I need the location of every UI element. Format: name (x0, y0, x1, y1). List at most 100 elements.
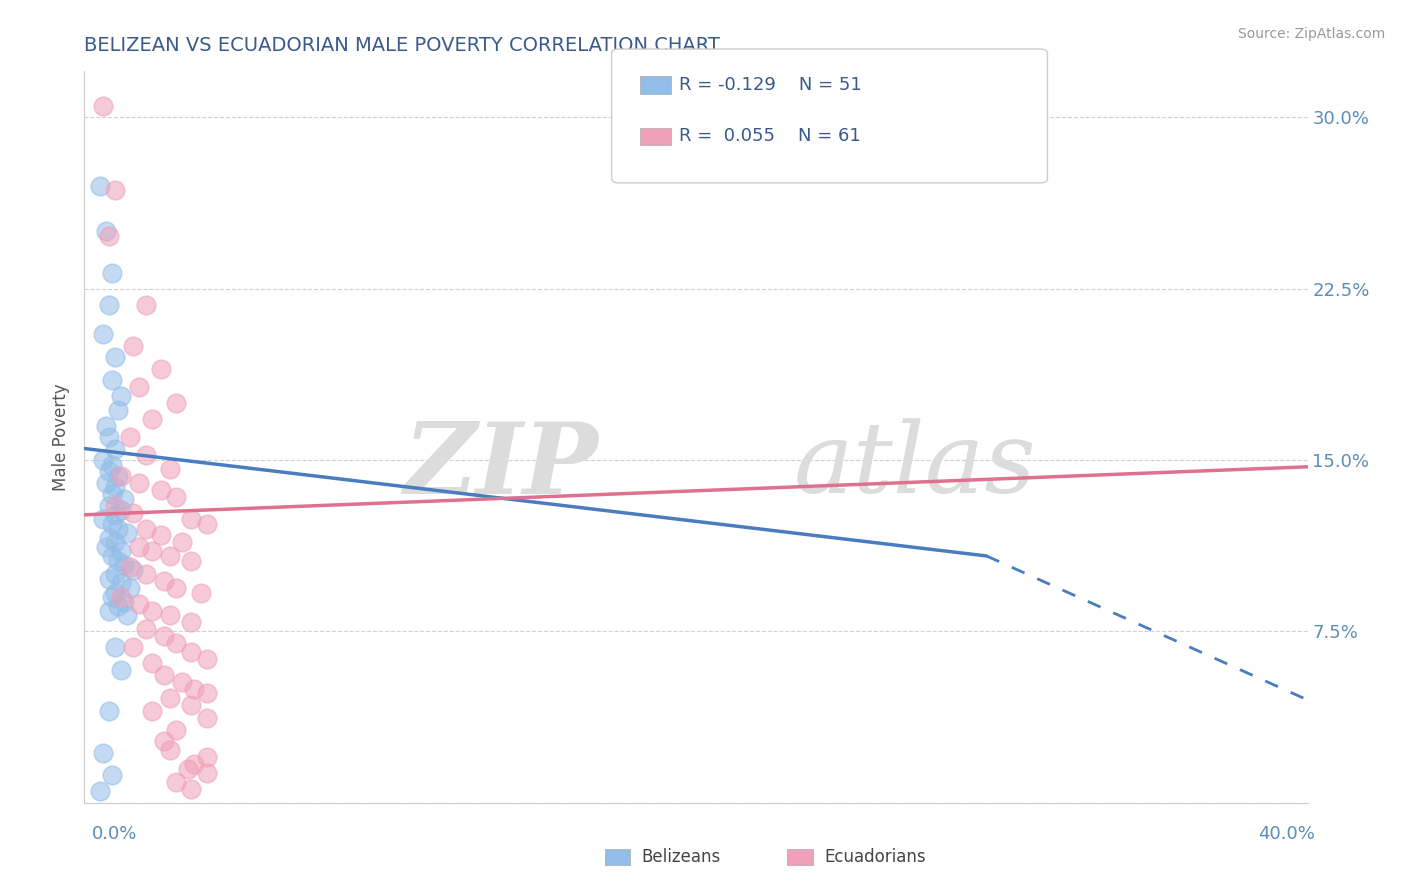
Point (107, 599, 129, 614)
Point (153, 574, 176, 588)
Point (159, 549, 181, 563)
Point (110, 576, 132, 591)
Point (141, 705, 163, 719)
Point (153, 629, 176, 643)
Point (128, 380, 150, 394)
Point (94, 224, 117, 238)
Point (165, 775, 187, 789)
Point (153, 734, 176, 748)
Text: R =  0.055    N = 61: R = 0.055 N = 61 (679, 128, 860, 145)
Point (120, 430, 142, 444)
Point (122, 563, 145, 577)
Point (112, 491, 135, 506)
Point (195, 750, 218, 764)
Point (94, 540, 117, 554)
Point (107, 469, 129, 483)
Point (101, 487, 124, 501)
Point (107, 553, 129, 567)
Point (104, 480, 127, 494)
Point (180, 615, 202, 630)
Point (110, 544, 132, 558)
Point (104, 567, 127, 582)
Point (97, 430, 120, 444)
Point (97, 531, 120, 545)
Point (97, 297, 120, 311)
Point (94, 418, 117, 433)
Point (91, 327, 114, 342)
Point (110, 389, 132, 403)
Point (104, 508, 127, 522)
Point (104, 350, 127, 364)
Point (101, 516, 124, 531)
Point (149, 361, 172, 376)
Point (104, 640, 127, 655)
Point (195, 516, 218, 531)
Point (177, 762, 200, 776)
Point (141, 657, 163, 671)
Point (165, 490, 187, 504)
Point (195, 652, 218, 666)
Point (115, 526, 138, 541)
Point (195, 711, 218, 725)
Text: R = -0.129    N = 51: R = -0.129 N = 51 (679, 76, 862, 94)
Point (149, 528, 172, 542)
Point (128, 597, 150, 611)
Point (101, 458, 124, 472)
Point (180, 698, 202, 712)
Text: 0.0%: 0.0% (91, 825, 136, 843)
Point (110, 663, 132, 677)
Point (112, 558, 135, 573)
Point (135, 567, 157, 582)
Point (101, 590, 124, 604)
Point (149, 483, 172, 497)
Point (97, 499, 120, 513)
Point (135, 622, 157, 636)
Y-axis label: Male Poverty: Male Poverty (52, 384, 70, 491)
Point (141, 544, 163, 558)
Point (112, 595, 135, 609)
Point (180, 553, 202, 567)
Point (165, 581, 187, 595)
Point (91, 453, 114, 467)
Point (195, 686, 218, 700)
Point (97, 572, 120, 586)
Text: Ecuadorians: Ecuadorians (824, 848, 925, 866)
Point (104, 585, 127, 599)
Point (165, 723, 187, 737)
Point (165, 636, 187, 650)
Point (101, 373, 124, 387)
Point (97, 229, 120, 244)
Point (172, 535, 194, 549)
Point (89, 784, 111, 798)
Point (107, 402, 129, 417)
Point (104, 183, 127, 197)
Point (101, 768, 124, 782)
Point (120, 581, 142, 595)
Point (141, 604, 163, 618)
Point (94, 475, 117, 490)
Text: 40.0%: 40.0% (1258, 825, 1315, 843)
Point (190, 585, 212, 599)
Point (172, 674, 194, 689)
Point (141, 412, 163, 426)
Text: ZIP: ZIP (404, 418, 598, 515)
Point (183, 681, 205, 696)
Point (122, 338, 145, 352)
Point (91, 512, 114, 526)
Point (159, 690, 181, 705)
Point (97, 604, 120, 618)
Point (107, 521, 129, 535)
Point (180, 512, 202, 526)
Point (195, 766, 218, 780)
Point (122, 506, 145, 520)
Point (135, 521, 157, 535)
Point (135, 449, 157, 463)
Point (115, 608, 138, 623)
Text: Source: ZipAtlas.com: Source: ZipAtlas.com (1237, 27, 1385, 41)
Text: Belizeans: Belizeans (641, 848, 720, 866)
Point (91, 746, 114, 760)
Point (120, 560, 142, 574)
Point (101, 549, 124, 563)
Point (165, 396, 187, 410)
Point (104, 442, 127, 456)
